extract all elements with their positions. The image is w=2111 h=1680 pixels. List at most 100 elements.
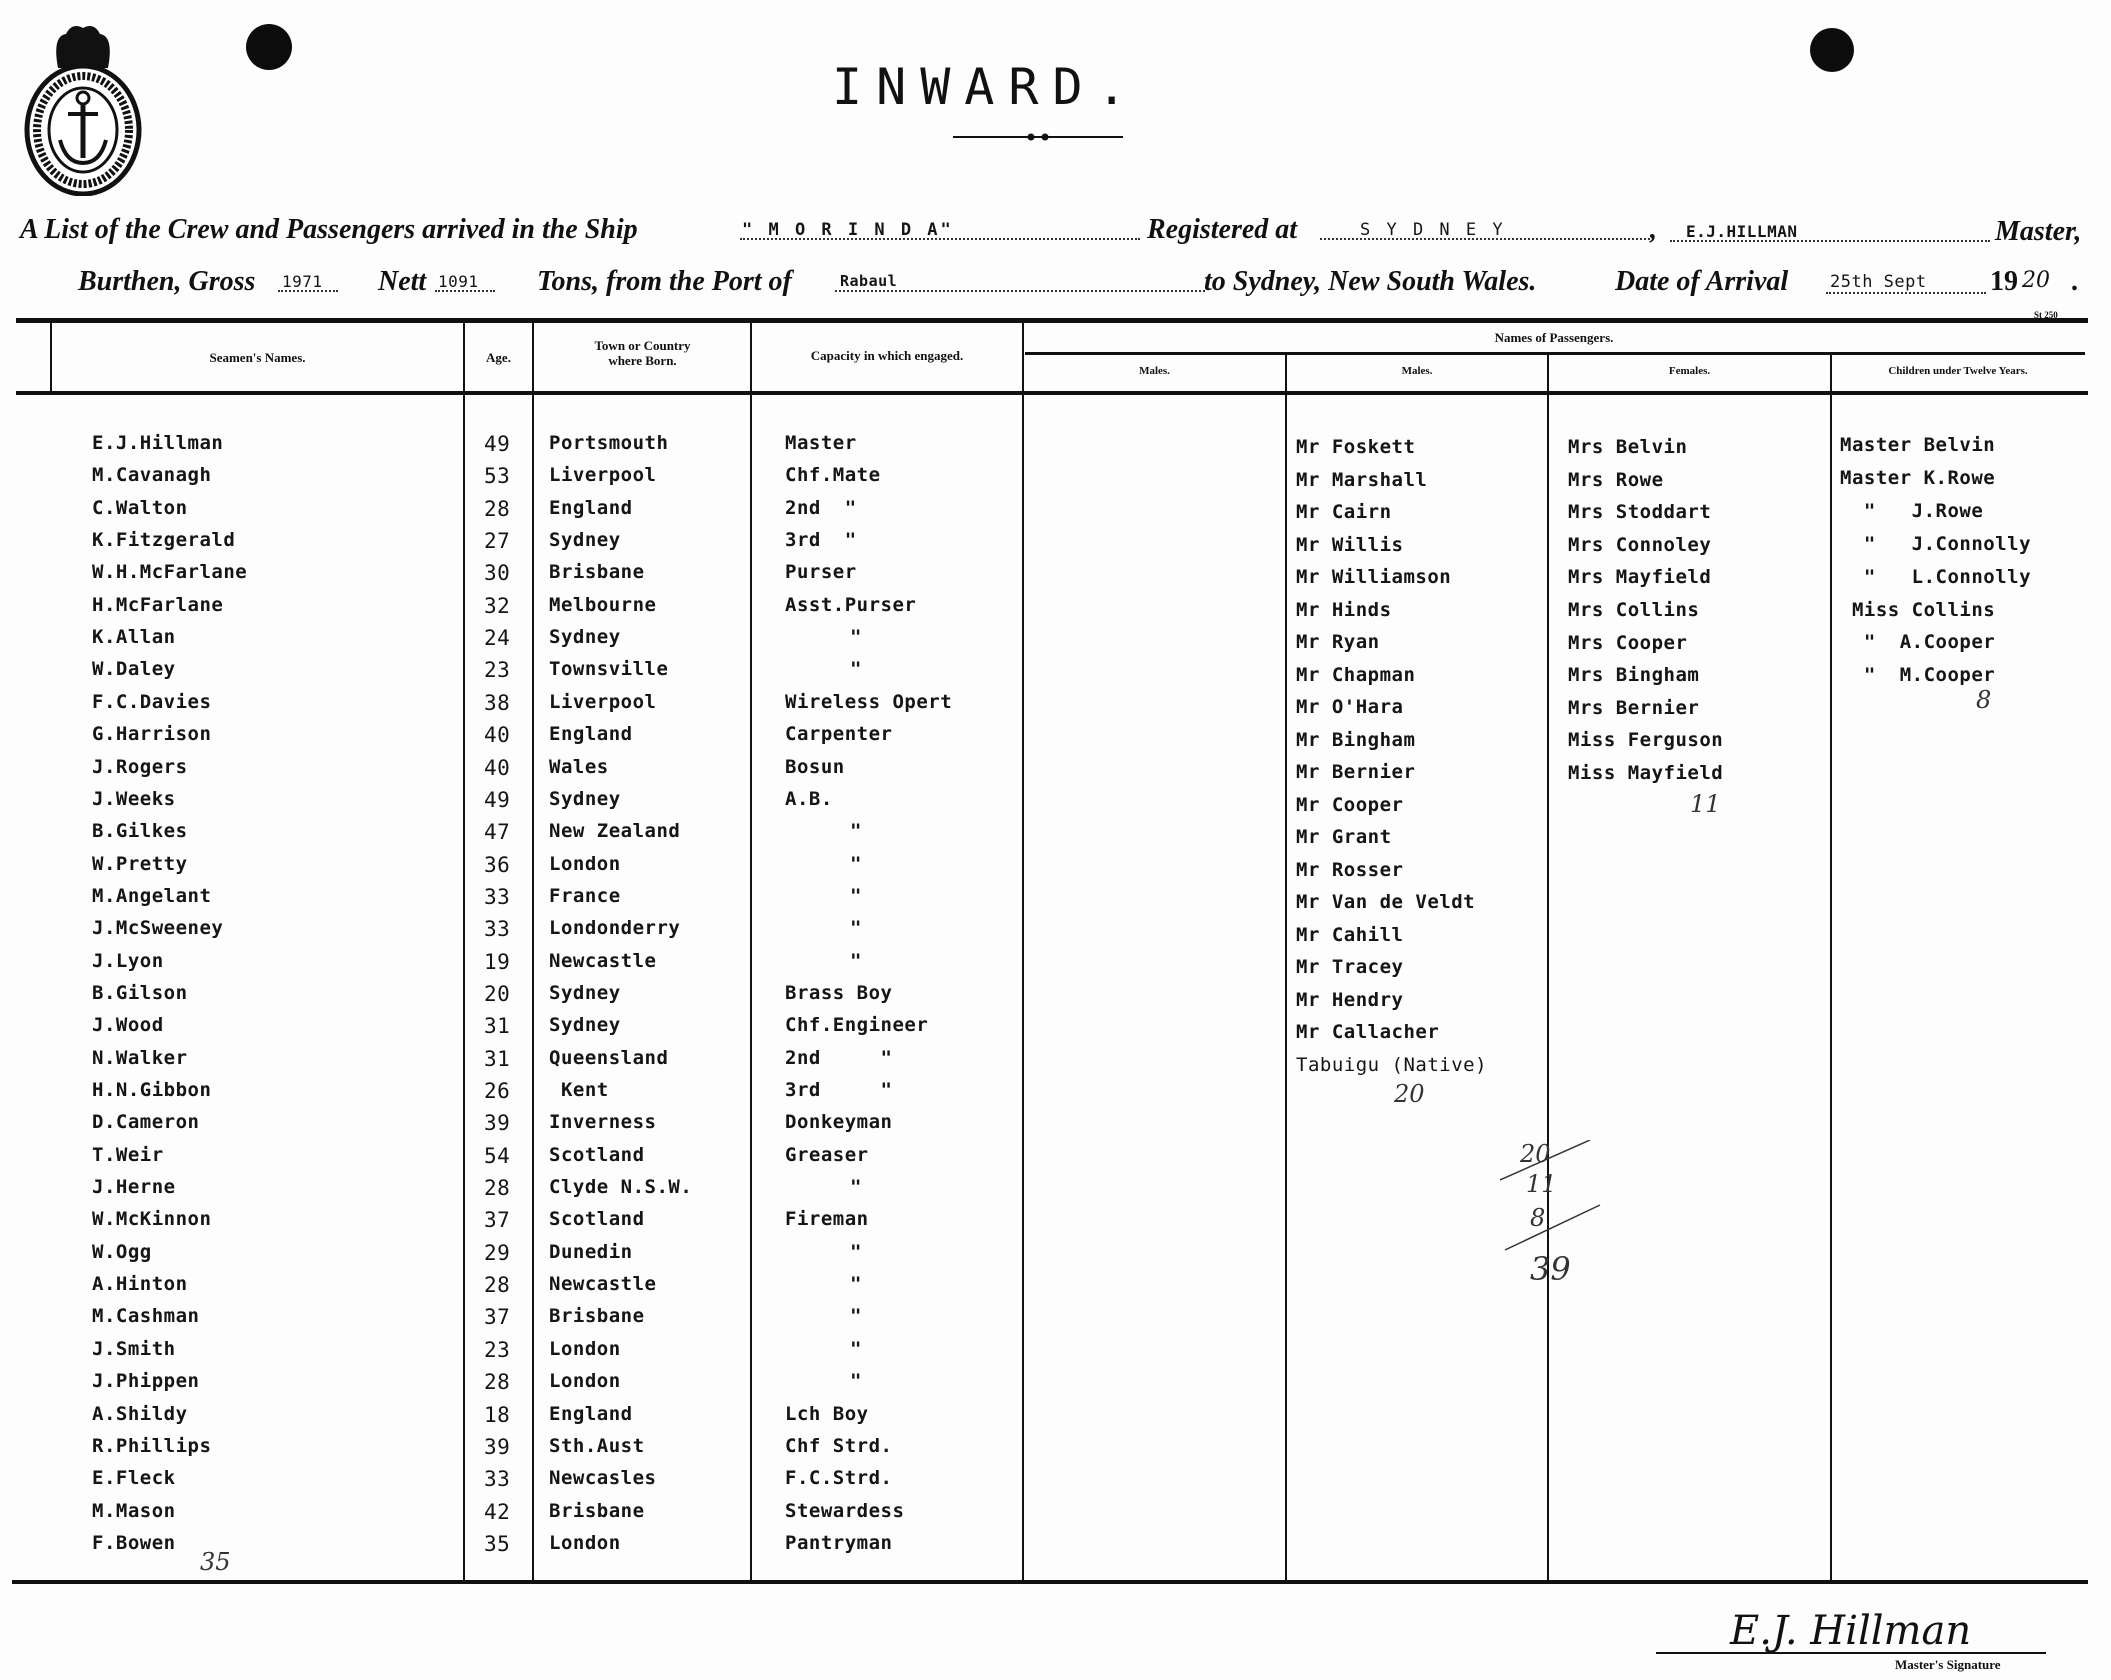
female-passenger: Miss Ferguson — [1568, 729, 1724, 752]
signature-label: Master's Signature — [1895, 1657, 2001, 1672]
list-intro-label: A List of the Crew and Passengers arrive… — [20, 214, 638, 245]
seaman-name: J.Herne — [92, 1176, 176, 1199]
arrival-date: 25th Sept — [1830, 272, 1927, 292]
seaman-capacity: Master — [785, 432, 857, 454]
seaman-birthplace: Newcastle — [549, 949, 657, 972]
seaman-age: 49 — [484, 432, 511, 456]
seaman-name: T.Weir — [92, 1143, 164, 1166]
seaman-birthplace: Brisbane — [549, 1499, 645, 1522]
header-capacity: Capacity in which engaged. — [810, 348, 964, 363]
seaman-capacity: Fireman — [785, 1208, 869, 1231]
male-passenger: Mr Cahill — [1296, 923, 1404, 946]
destination-label: to Sydney, New South Wales. — [1204, 266, 1537, 297]
seaman-age: 18 — [484, 1402, 511, 1427]
seaman-capacity: 2nd " — [785, 1046, 893, 1069]
seaman-name: M.Angelant — [92, 884, 212, 907]
seaman-name: N.Walker — [92, 1046, 188, 1069]
seaman-name: A.Shildy — [92, 1402, 188, 1425]
seaman-name: D.Cameron — [92, 1111, 200, 1134]
seaman-age: 36 — [484, 852, 511, 877]
child-passenger: Master Belvin — [1840, 434, 1996, 456]
tally-value: 8 — [1530, 1204, 1546, 1232]
female-passenger: Mrs Collins — [1568, 599, 1700, 621]
seaman-capacity: " — [850, 658, 862, 681]
burthen-label: Burthen, Gross — [78, 266, 256, 297]
seaman-age: 32 — [484, 593, 511, 618]
seaman-age: 33 — [484, 884, 511, 909]
seaman-birthplace: Brisbane — [549, 1305, 645, 1328]
seaman-capacity: Pantryman — [785, 1531, 893, 1554]
male-passenger: Tabuigu (Native) — [1296, 1053, 1488, 1076]
seaman-birthplace: Sth.Aust — [549, 1434, 645, 1457]
tons-from-port-label: Tons, from the Port of — [537, 266, 792, 297]
seaman-birthplace: Townsville — [549, 658, 669, 681]
seaman-birthplace: Inverness — [549, 1111, 657, 1134]
seaman-age: 37 — [484, 1305, 511, 1330]
seaman-capacity: 2nd " — [785, 496, 857, 519]
master-label: Master, — [1995, 216, 2082, 247]
seaman-name: A.Hinton — [92, 1273, 188, 1296]
seaman-name: K.Fitzgerald — [92, 529, 236, 552]
seaman-age: 20 — [484, 981, 511, 1006]
seaman-birthplace: Wales — [549, 755, 609, 778]
punch-hole-right — [1810, 28, 1854, 72]
seaman-birthplace: Sydney — [549, 626, 621, 649]
male-passenger: Mr Cairn — [1296, 501, 1392, 523]
seaman-age: 54 — [484, 1143, 511, 1168]
child-passenger: " L.Connolly — [1840, 565, 2032, 588]
master-signature: E.J. Hillman — [1730, 1608, 1972, 1654]
seaman-birthplace: Newcastle — [549, 1273, 657, 1296]
seaman-capacity: " — [850, 1305, 862, 1328]
header-age: Age. — [486, 350, 511, 365]
punch-hole-left — [246, 24, 292, 70]
seaman-age: 30 — [484, 561, 511, 586]
seaman-name: B.Gilson — [92, 981, 188, 1004]
period: . — [2072, 266, 2079, 297]
seaman-capacity: " — [850, 949, 862, 972]
seaman-age: 53 — [484, 464, 511, 489]
female-passenger: Miss Mayfield — [1568, 762, 1724, 784]
female-passenger: Mrs Cooper — [1568, 631, 1688, 654]
seaman-capacity: Chf.Engineer — [785, 1014, 929, 1037]
from-port: Rabaul — [840, 272, 898, 290]
seaman-birthplace: London — [549, 1531, 621, 1554]
seaman-name: M.Cashman — [92, 1305, 200, 1328]
seaman-age: 49 — [484, 787, 511, 812]
seaman-age: 37 — [484, 1208, 511, 1233]
seaman-capacity: Stewardess — [785, 1499, 905, 1522]
seaman-age: 24 — [484, 626, 511, 651]
master-name: E.J.HILLMAN — [1686, 222, 1798, 241]
tally-value: 20 — [1520, 1140, 1551, 1168]
seaman-capacity: A.B. — [785, 787, 833, 810]
seaman-capacity: Bosun — [785, 755, 845, 778]
seaman-name: W.Ogg — [92, 1240, 152, 1263]
seaman-name: J.Lyon — [92, 949, 164, 972]
seaman-birthplace: Melbourne — [549, 593, 657, 616]
seaman-name: J.Smith — [92, 1337, 176, 1360]
seaman-age: 26 — [484, 1079, 511, 1103]
seaman-age: 23 — [484, 1337, 511, 1362]
seaman-name: J.Rogers — [92, 755, 188, 778]
seaman-age: 23 — [484, 658, 511, 683]
seaman-name: J.McSweeney — [92, 917, 224, 940]
seaman-birthplace: France — [549, 884, 621, 907]
header-males-1: Males. — [1139, 365, 1170, 377]
seaman-birthplace: Londonderry — [549, 917, 681, 940]
male-passenger: Mr O'Hara — [1296, 696, 1404, 718]
seaman-birthplace: Sydney — [549, 787, 621, 810]
seaman-age: 28 — [484, 1370, 511, 1395]
seaman-age: 19 — [484, 949, 511, 974]
seaman-name: W.McKinnon — [92, 1208, 212, 1231]
seaman-birthplace: London — [549, 1337, 621, 1360]
seaman-name: M.Mason — [92, 1499, 176, 1522]
seaman-birthplace: London — [549, 852, 621, 875]
seaman-birthplace: Newcasles — [549, 1467, 657, 1490]
seaman-name: W.H.McFarlane — [92, 561, 248, 584]
gross-tons: 1971 — [282, 272, 323, 291]
male-passenger: Mr Callacher — [1296, 1021, 1440, 1043]
seaman-age: 47 — [484, 820, 511, 845]
seaman-age: 31 — [484, 1046, 511, 1071]
seaman-capacity: Brass Boy — [785, 981, 893, 1004]
header-town-born: Town or Country where Born. — [594, 338, 691, 368]
females-total-handwritten: 11 — [1690, 790, 1721, 818]
